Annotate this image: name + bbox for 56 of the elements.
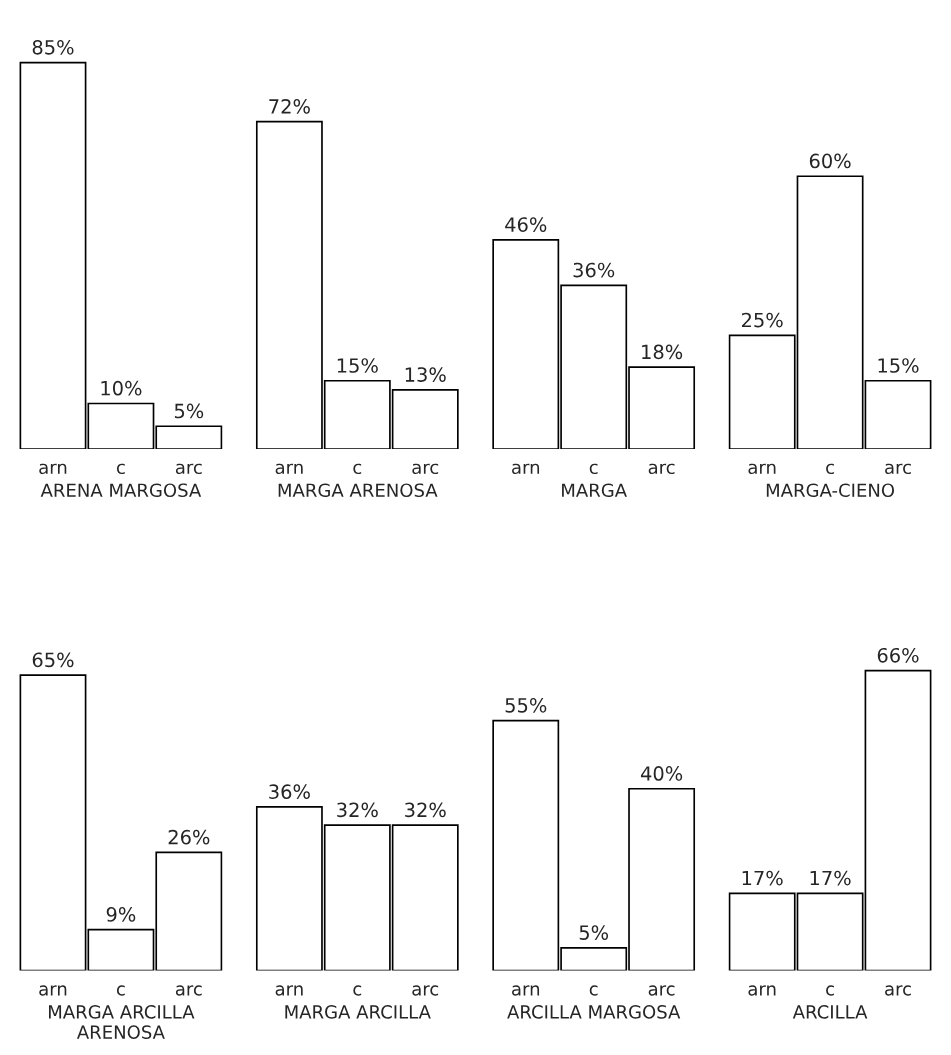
x-tick-label: arc: [412, 463, 439, 475]
x-tick-label: arc: [412, 985, 439, 996]
data-label: 5%: [579, 925, 609, 940]
x-tick-label: arn: [748, 985, 776, 996]
x-tick-label: arn: [39, 463, 67, 475]
data-label: 72%: [269, 99, 310, 114]
x-tick-label: c: [826, 985, 834, 996]
x-tick-label: c: [589, 463, 598, 475]
x-tick-label: arn: [512, 463, 540, 475]
x-axis-title: MARGA: [562, 483, 627, 498]
x-axis-title: MARGA ARCILLA: [285, 1005, 431, 1019]
x-tick-label: c: [116, 985, 125, 996]
data-label: 13%: [405, 367, 446, 382]
x-axis-title: ARCILLA: [792, 1005, 868, 1019]
data-label: 9%: [106, 907, 136, 922]
x-tick-label: arn: [275, 985, 303, 996]
data-label: 46%: [505, 217, 547, 232]
data-label: 65%: [32, 652, 74, 668]
x-tick-label: arc: [885, 463, 911, 475]
x-tick-label: c: [353, 985, 362, 996]
x-tick-label: arn: [275, 463, 303, 475]
data-label: 36%: [573, 262, 615, 278]
data-label: 15%: [337, 358, 378, 373]
x-axis-title: ARENA MARGOSA: [40, 483, 202, 498]
data-label: 26%: [168, 829, 210, 845]
x-tick-label: c: [589, 985, 598, 996]
data-label: 32%: [405, 802, 446, 818]
x-tick-label: arc: [648, 985, 675, 996]
x-tick-label: arn: [39, 985, 67, 996]
x-axis-title: MARGA ARCILLA ARENOSA: [49, 1005, 195, 1039]
x-axis-title: MARGA ARENOSA: [278, 483, 438, 498]
data-label: 5%: [174, 403, 204, 419]
x-tick-label: c: [826, 463, 834, 475]
x-tick-label: c: [116, 463, 125, 475]
data-label: 32%: [337, 802, 378, 818]
x-tick-label: arn: [748, 463, 776, 475]
x-tick-label: arc: [885, 985, 911, 996]
x-tick-label: arc: [175, 463, 202, 475]
data-label: 55%: [505, 697, 547, 713]
data-label: 66%: [877, 647, 919, 663]
data-label: 15%: [878, 358, 919, 373]
x-axis-title: ARCILLA MARGOSA: [507, 1005, 681, 1019]
data-label: 17%: [742, 870, 783, 886]
data-label: 17%: [810, 870, 851, 886]
x-tick-label: arn: [512, 985, 540, 996]
data-label: 36%: [269, 784, 310, 800]
data-label: 85%: [32, 39, 74, 55]
data-label: 60%: [809, 153, 851, 169]
data-label: 25%: [741, 312, 783, 328]
x-tick-label: c: [353, 463, 362, 475]
x-tick-label: arc: [175, 985, 202, 996]
data-label: 40%: [640, 766, 683, 781]
data-label: 10%: [101, 380, 142, 396]
data-label: 18%: [642, 344, 683, 360]
x-axis-title: MARGA-CIENO: [766, 483, 895, 498]
x-tick-label: arc: [648, 463, 675, 475]
